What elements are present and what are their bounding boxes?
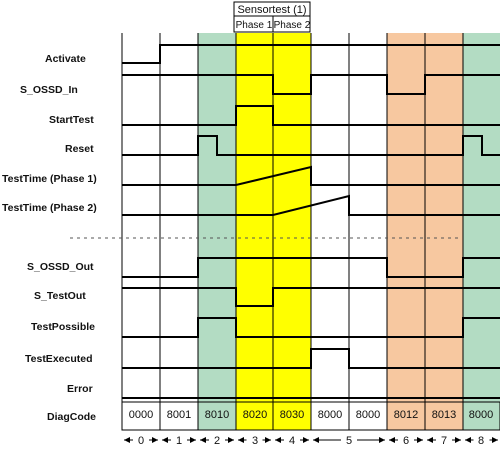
step-label: 2 [214,435,220,447]
diagcode-value: 8020 [243,409,267,421]
diagcode-value: 8001 [167,409,191,421]
trace-s-ossd-in [122,74,500,95]
trace-reset [122,135,500,156]
trace-testpossible [122,317,500,338]
signal-label-activate: Activate [45,53,86,65]
signal-label-error: Error [67,383,93,395]
step-arrowhead-left [275,437,281,443]
signal-label-testexecuted: TestExecuted [25,353,93,365]
diagcode-row-frame [121,401,500,431]
step-arrowhead-right [303,437,309,443]
step-arrowhead-right [228,437,234,443]
diagcode-value: 8012 [394,409,418,421]
band-green-step-2 [198,33,236,430]
step-arrowhead-left [427,437,433,443]
diagcode-value: 8030 [280,409,304,421]
step-label: 1 [176,435,182,447]
step-label: 0 [138,435,144,447]
diagcode-value: 8000 [356,409,380,421]
signal-label-diagcode: DiagCode [47,411,96,423]
step-label: 6 [403,435,409,447]
step-arrowhead-left [200,437,206,443]
step-arrowhead-left [313,437,319,443]
step-arrowhead-right [455,437,461,443]
trace-s-ossd-out [122,257,500,278]
trace-starttest [122,105,500,126]
signal-label-testpossible: TestPossible [31,321,95,333]
signal-label-testtime-phase-2: TestTime (Phase 2) [2,202,97,214]
signal-label-s-ossd-out: S_OSSD_Out [27,261,94,273]
step-label: 7 [441,435,447,447]
step-arrowhead-left [465,437,471,443]
diagcode-value: 8010 [205,409,229,421]
trace-activate [122,44,500,64]
step-arrowhead-left [389,437,395,443]
step-arrowhead-right [190,437,196,443]
signal-label-s-testout: S_TestOut [34,290,86,302]
step-label: 8 [478,435,484,447]
step-arrowhead-right [152,437,158,443]
step-arrowhead-left [124,437,130,443]
header-phase-2: Phase 2 [274,20,311,31]
step-label: 4 [289,435,295,447]
band-green-step-8 [463,33,500,430]
signal-label-starttest: StartTest [49,114,94,126]
diagcode-value: 0000 [129,409,153,421]
step-arrowhead-right [492,437,498,443]
trace-testtime-phase-2 [122,194,500,216]
signal-label-s-ossd-in: S_OSSD_In [20,84,78,96]
signal-label-reset: Reset [65,143,94,155]
diagcode-value: 8000 [469,409,493,421]
signal-label-testtime-phase-1: TestTime (Phase 1) [2,173,97,185]
diagcode-value: 8013 [432,409,456,421]
trace-testexecuted [122,348,500,369]
step-label: 5 [346,435,352,447]
trace-testtime-phase-1 [122,165,500,186]
step-arrowhead-right [379,437,385,443]
step-arrowhead-left [162,437,168,443]
header-phase-1: Phase 1 [236,20,273,31]
step-label: 3 [252,435,258,447]
header-box [233,1,311,33]
step-arrowhead-right [417,437,423,443]
step-arrowhead-right [265,437,271,443]
trace-s-testout [122,287,500,307]
header-title: Sensortest (1) [237,4,306,16]
diagcode-value: 8000 [318,409,342,421]
step-arrowhead-left [238,437,244,443]
